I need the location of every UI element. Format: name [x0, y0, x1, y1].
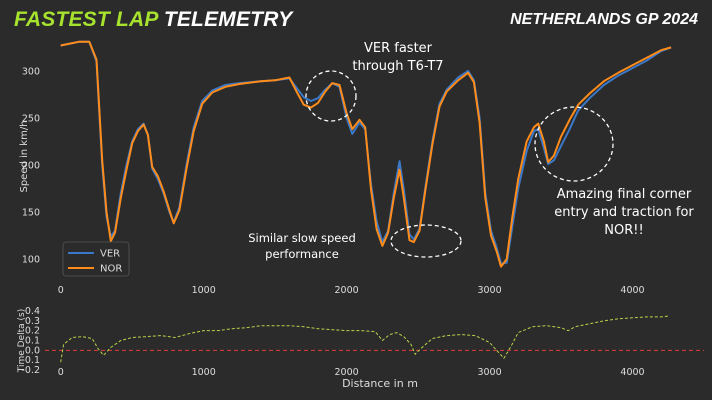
annotation-t6t7-line: through T6-T7 [352, 59, 443, 74]
annotation-t6t7-line: VER faster [364, 41, 433, 56]
speed-line-ver [60, 40, 672, 265]
delta-x-axis-label: Distance in m [342, 377, 418, 390]
title-accent: FASTEST LAP [14, 8, 158, 31]
speed-x-tick-label: 3000 [477, 285, 501, 296]
annotation-final-line: entry and traction for [554, 205, 694, 220]
annotation-final-line: NOR!! [604, 223, 643, 238]
annotation-slow-line: Similar slow speed [248, 231, 356, 245]
delta-x-tick-label: 0 [58, 367, 64, 378]
annotation-slow-line: performance [265, 247, 339, 261]
delta-x-tick-label: 1000 [192, 367, 216, 378]
speed-y-tick-label: 250 [22, 113, 40, 124]
delta-x-tick-label: 2000 [335, 367, 359, 378]
legend-label-ver: VER [100, 249, 120, 260]
delta-y-tick-label: 0.3 [25, 316, 40, 327]
delta-y-axis-label: Time Delta (s) [17, 309, 27, 373]
speed-line-nor [60, 40, 672, 268]
speed-x-tick-label: 2000 [335, 285, 359, 296]
delta-y-tick-label: 0.2 [25, 326, 40, 337]
speed-y-tick-label: 200 [22, 160, 40, 171]
event-title: NETHERLANDS GP 2024 [510, 11, 698, 28]
delta-y-tick-label: 0.0 [25, 345, 40, 356]
legend-label-nor: NOR [100, 264, 122, 275]
delta-x-tick-label: 4000 [620, 367, 644, 378]
delta-y-tick-label: -0.2 [21, 365, 40, 376]
title-rest: TELEMETRY [163, 8, 293, 31]
speed-x-tick-label: 1000 [192, 285, 216, 296]
delta-y-tick-label: 0.4 [25, 306, 40, 317]
delta-y-tick-label: -0.1 [21, 355, 40, 366]
delta-x-tick-label: 3000 [477, 367, 501, 378]
speed-y-tick-label: 100 [22, 255, 40, 266]
delta-line [60, 315, 670, 363]
annotation-circle-final [534, 106, 614, 182]
annotation-circle-slow [390, 224, 462, 258]
speed-y-tick-label: 150 [22, 208, 40, 219]
page-title: FASTEST LAP TELEMETRY [14, 8, 292, 32]
delta-y-tick-label: 0.1 [25, 336, 40, 347]
speed-y-axis-label: Speed in km/h [19, 120, 30, 192]
annotation-final-line: Amazing final corner [557, 187, 692, 202]
speed-x-tick-label: 0 [58, 285, 64, 296]
speed-y-tick-label: 300 [22, 66, 40, 77]
annotation-circle-t6t7 [305, 70, 357, 122]
speed-x-tick-label: 4000 [620, 285, 644, 296]
